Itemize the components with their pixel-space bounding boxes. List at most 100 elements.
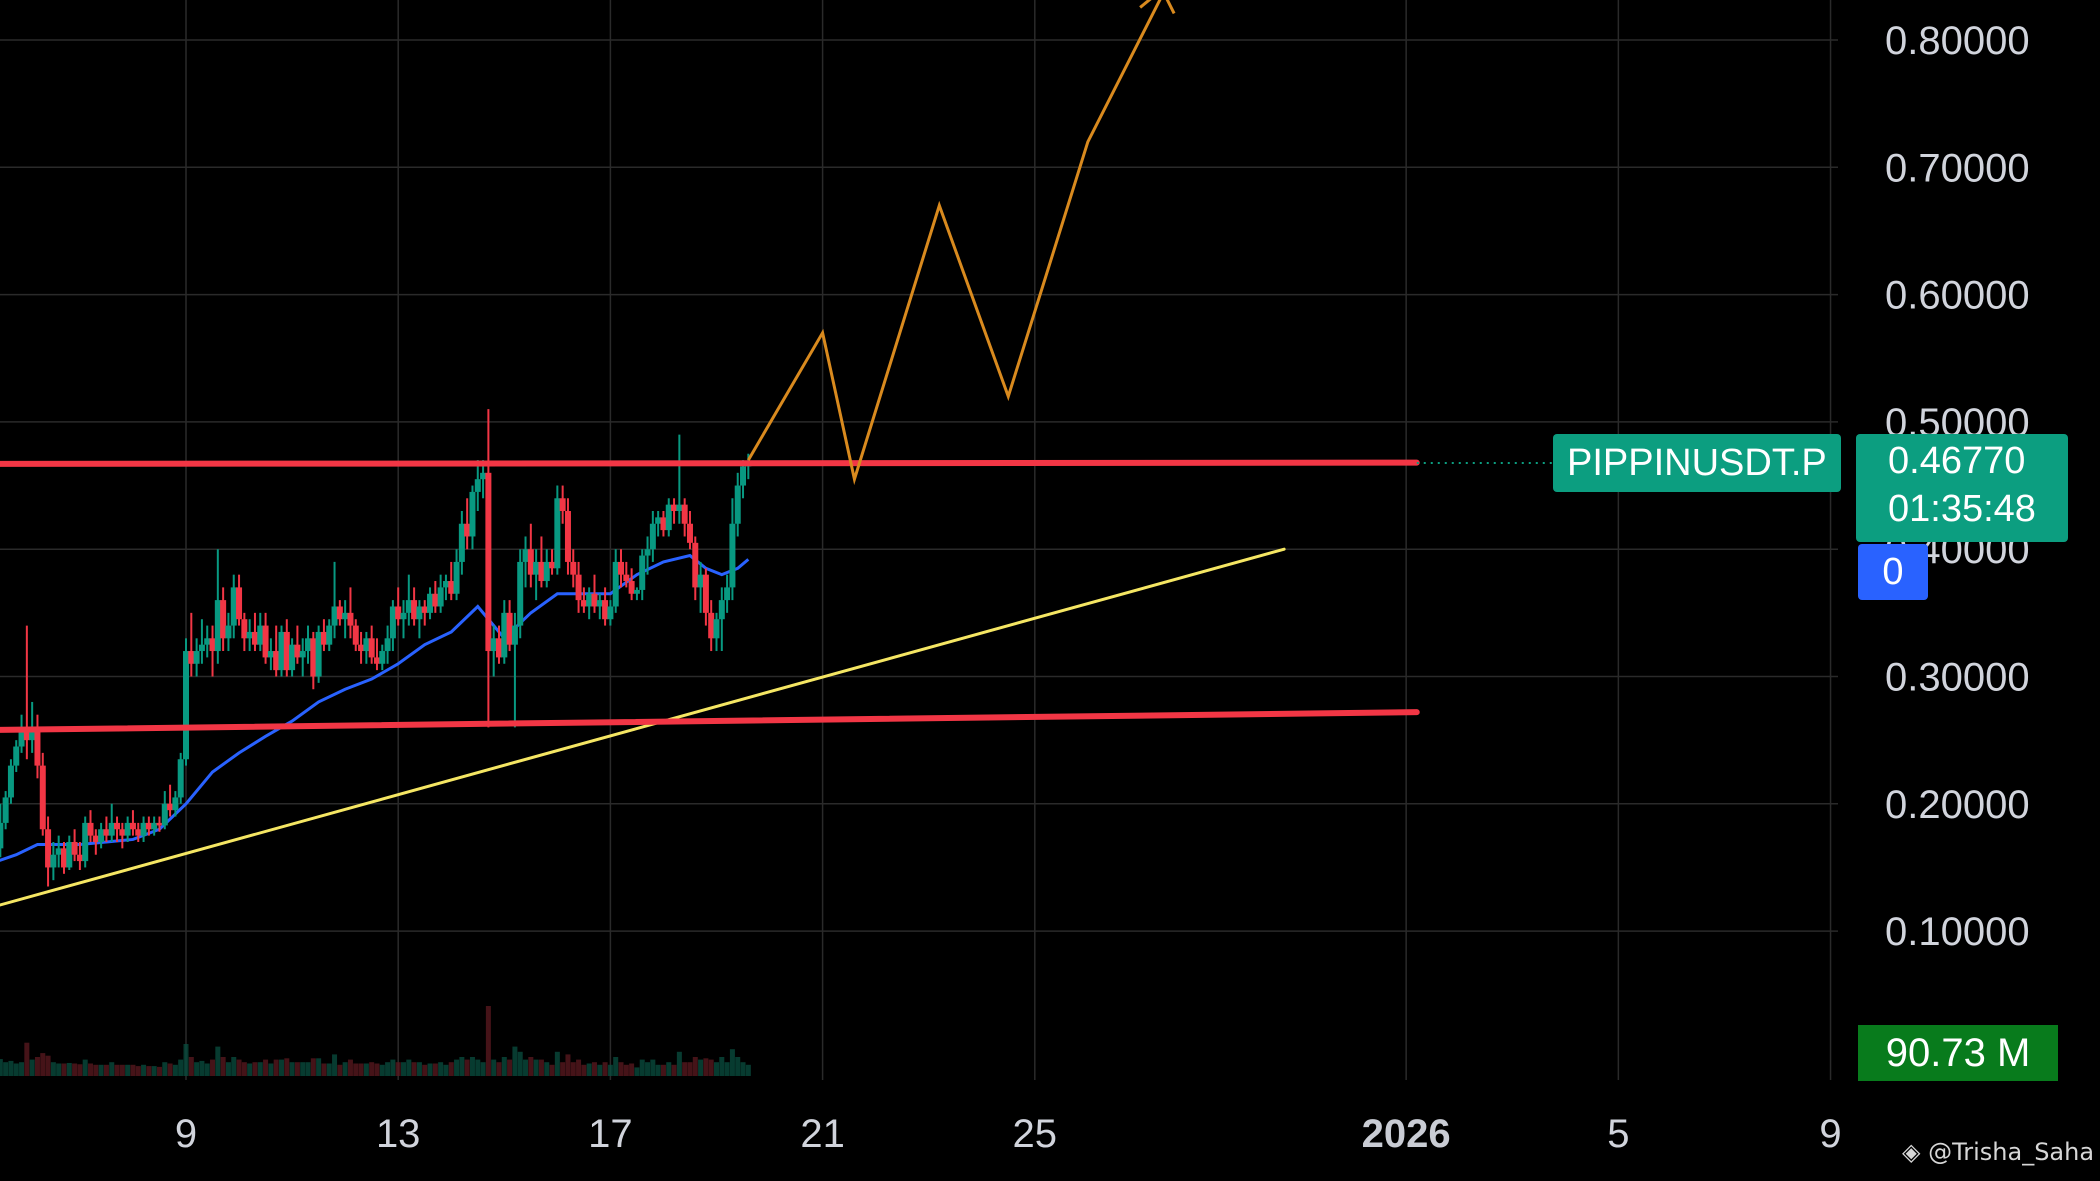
candle-body	[241, 619, 248, 639]
candle-body	[421, 606, 428, 613]
volume-bar	[188, 1057, 194, 1076]
candle-body	[336, 606, 343, 620]
candle-body	[692, 542, 699, 588]
volume-bar	[88, 1063, 94, 1076]
candle-body	[665, 504, 672, 531]
candle-body	[405, 600, 412, 613]
candle-body	[686, 523, 693, 543]
candle-body	[554, 498, 561, 569]
candle	[655, 511, 662, 537]
candle-body	[45, 829, 52, 868]
candle-body	[740, 466, 747, 486]
alert-badge[interactable]: 0	[1858, 544, 1928, 600]
candle-body	[724, 587, 731, 601]
candle-body	[188, 651, 195, 664]
candle-body	[591, 593, 598, 607]
volume-bar	[745, 1064, 751, 1076]
candle-body	[708, 612, 715, 639]
candle-body	[607, 606, 614, 620]
volume-bar	[215, 1046, 221, 1076]
candle-body	[331, 606, 338, 626]
volume-bar	[109, 1062, 115, 1076]
time-axis[interactable]: 9 13 17 21 25 2026 5 9	[175, 1112, 1842, 1156]
candle	[469, 485, 476, 550]
price-tick-label: 0.60000	[1885, 274, 2030, 318]
candle	[389, 600, 396, 652]
candle-body	[384, 638, 391, 652]
candle	[405, 574, 412, 626]
candle	[485, 409, 492, 728]
candle-body	[315, 631, 322, 677]
volume-bar	[682, 1062, 688, 1076]
candle	[591, 574, 598, 613]
candle-body	[681, 504, 688, 524]
volume-bar	[496, 1062, 502, 1076]
candle	[76, 841, 83, 870]
candle	[628, 568, 635, 601]
candle-body	[448, 581, 455, 594]
candle	[633, 587, 640, 601]
candle	[495, 625, 502, 664]
ascending-trendline	[0, 547, 1286, 907]
candle-body	[246, 631, 253, 639]
candle-body	[156, 822, 163, 826]
candle	[570, 549, 577, 588]
candle-body	[167, 803, 174, 811]
volume-bar	[294, 1062, 300, 1076]
volume-bar	[650, 1059, 656, 1076]
candle	[697, 561, 704, 613]
volume-bar	[310, 1058, 316, 1076]
candle	[740, 460, 747, 499]
candle	[129, 810, 136, 836]
candle-body	[220, 600, 227, 639]
candle	[315, 625, 322, 683]
candle	[538, 536, 545, 588]
volume-bar	[225, 1062, 231, 1076]
candle-body	[655, 517, 662, 524]
candle	[533, 549, 540, 601]
candle-body	[368, 638, 375, 658]
volume-bar	[512, 1046, 518, 1076]
time-tick-label: 9	[1819, 1112, 1841, 1156]
candle-body	[267, 651, 274, 658]
volume-bar	[172, 1064, 178, 1076]
candle	[671, 498, 678, 524]
volume-bar	[613, 1057, 619, 1076]
candle	[108, 803, 115, 842]
candle	[373, 638, 380, 671]
resistance-line	[0, 459, 1420, 467]
candle-body	[612, 561, 619, 607]
volume-bar	[252, 1062, 258, 1076]
candle-body	[522, 549, 529, 562]
candle	[98, 822, 105, 849]
candle-body	[379, 651, 386, 664]
candle	[283, 619, 290, 677]
volume-bar	[194, 1062, 200, 1076]
candle-body	[713, 619, 720, 639]
candle	[236, 574, 243, 626]
candle-body	[23, 727, 30, 741]
volume-bar	[740, 1062, 746, 1076]
volume-bar	[273, 1059, 279, 1076]
candle	[506, 600, 513, 652]
volume-bar	[98, 1064, 104, 1076]
volume-bar	[321, 1063, 327, 1076]
volume-bar	[358, 1063, 364, 1076]
volume-bar	[565, 1054, 571, 1076]
candle-body	[129, 822, 136, 830]
candle-body	[437, 587, 444, 607]
candle	[639, 549, 646, 601]
candle	[660, 511, 667, 537]
candle-body	[66, 841, 73, 868]
volume-bar	[19, 1062, 25, 1076]
candle-body	[13, 746, 20, 766]
candle-body	[29, 727, 36, 741]
candle-body	[119, 829, 126, 836]
volume-bar	[517, 1051, 523, 1076]
candle-body	[342, 612, 349, 620]
volume-bar	[671, 1064, 677, 1076]
volume-bar	[432, 1063, 438, 1076]
volume-bar	[544, 1062, 550, 1076]
volume-bar	[576, 1059, 582, 1076]
